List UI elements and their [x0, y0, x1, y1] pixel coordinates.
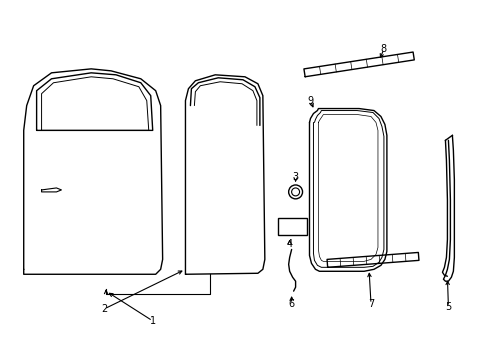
Text: 1: 1 [149, 316, 156, 326]
Text: 8: 8 [380, 44, 386, 54]
Text: 2: 2 [101, 304, 107, 314]
Text: 6: 6 [288, 299, 294, 309]
Text: 3: 3 [292, 172, 298, 182]
Bar [277, 218, 306, 235]
Text: 7: 7 [367, 299, 373, 309]
Text: 5: 5 [445, 302, 450, 312]
Text: 4: 4 [286, 239, 292, 249]
Text: 9: 9 [307, 96, 313, 105]
